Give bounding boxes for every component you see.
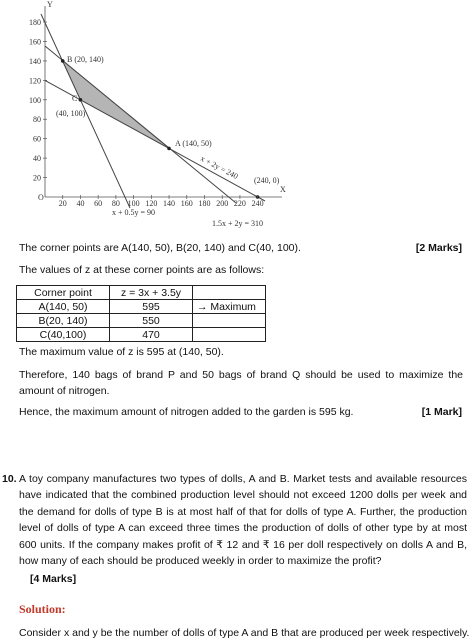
point-label: B (20, 140) <box>67 55 104 64</box>
table-cell: A(140, 50) <box>16 299 110 314</box>
table-header: Corner point <box>16 285 110 300</box>
table-cell: → Maximum <box>192 299 266 314</box>
corner-point <box>167 146 171 151</box>
table-cell <box>192 313 266 328</box>
table: Corner point z = 3x + 3.5y A(140, 50) 595 →… <box>16 285 266 342</box>
y-tick-label: 40 <box>33 154 41 163</box>
constraint-line <box>40 13 131 209</box>
x-tick-label: 20 <box>59 199 67 208</box>
marks: [1 Mark] <box>421 406 462 418</box>
paragraph: Consider x and y be the number of dolls … <box>19 627 470 639</box>
point-label: A (140, 50) <box>175 139 212 148</box>
constraint-line <box>44 79 266 202</box>
x-tick-label: 60 <box>94 199 102 208</box>
x-tick-label: 120 <box>145 199 157 208</box>
x-tick-label: 200 <box>216 199 228 208</box>
y-axis-label: Y <box>47 0 53 9</box>
x-tick-label: 100 <box>128 199 140 208</box>
table-cell: 595 <box>109 299 193 314</box>
paragraph: The corner points are A(140, 50), B(20, … <box>19 242 301 254</box>
table-cell: 470 <box>109 327 193 342</box>
origin-label: O <box>38 193 44 202</box>
corner-point <box>78 98 83 102</box>
table-cell <box>192 285 266 300</box>
paragraph: The values of z at these corner points a… <box>19 264 265 276</box>
marks: [2 Marks] <box>415 242 462 254</box>
graph: X Y O B (20, 140) C (40, 100) A (140, 50… <box>29 0 286 228</box>
point-label: (40, 100) <box>56 109 86 118</box>
table-cell <box>192 327 266 342</box>
solution-heading: Solution: <box>19 602 66 616</box>
line-label: x + 2y = 240 <box>199 154 239 181</box>
y-tick-label: 180 <box>29 18 41 27</box>
x-axis-label: X <box>280 185 286 194</box>
constraint-line <box>44 45 237 204</box>
x-tick-label: 40 <box>76 199 84 208</box>
question-number: 10. <box>2 473 17 485</box>
x-tick-label: 140 <box>163 199 175 208</box>
corner-point <box>60 59 65 63</box>
paragraph: Therefore, 140 bags of brand P and 50 ba… <box>19 369 463 398</box>
y-tick-label: 140 <box>29 57 41 66</box>
line-label: 1.5x + 2y = 310 <box>212 219 263 228</box>
y-tick-label: 120 <box>29 76 41 85</box>
x-tick-label: 160 <box>181 199 193 208</box>
paragraph: Hence, the maximum amount of nitrogen ad… <box>19 406 354 418</box>
x-tick-label: 240 <box>252 199 264 208</box>
paragraph: The maximum value of z is 595 at (140, 5… <box>19 346 224 358</box>
table-header: z = 3x + 3.5y <box>109 285 193 300</box>
y-tick-label: 20 <box>33 174 41 183</box>
y-tick-label: 160 <box>29 37 41 46</box>
y-tick-label: 60 <box>33 135 41 144</box>
table-cell: C(40,100) <box>16 327 110 342</box>
question-text: A toy company manufactures two types of … <box>19 473 467 568</box>
y-tick-label: 80 <box>33 115 41 124</box>
table-cell: 550 <box>109 313 193 328</box>
point-label: (240, 0) <box>254 176 280 185</box>
table-cell: B(20, 140) <box>16 313 110 328</box>
x-tick-label: 80 <box>112 199 120 208</box>
x-tick-label: 220 <box>234 199 246 208</box>
y-tick-label: 100 <box>29 96 41 105</box>
line-label: x + 0.5y = 90 <box>112 208 155 217</box>
x-tick-label: 180 <box>198 199 210 208</box>
point-label: C <box>72 94 77 103</box>
marks: [4 Marks] <box>30 573 77 585</box>
